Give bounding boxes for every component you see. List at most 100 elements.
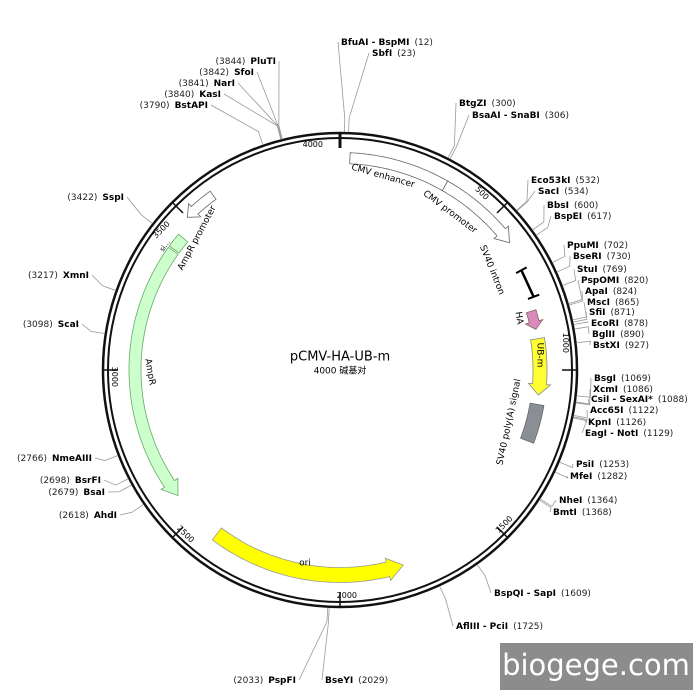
- leader-line: [476, 564, 492, 594]
- feature-shape: [441, 180, 510, 244]
- enzyme-name: SfiI: [589, 308, 606, 318]
- enzyme-position: (1126): [616, 418, 646, 428]
- feature-shape: [186, 190, 217, 218]
- enzyme-position: (534): [564, 187, 588, 197]
- enzyme-name: MscI: [587, 298, 610, 308]
- watermark-box: [500, 643, 693, 690]
- enzyme-label: AflIII - PciI (1725): [456, 622, 543, 632]
- enzyme-position: (12): [414, 38, 432, 48]
- leader-line: [576, 340, 591, 346]
- enzyme-position: (306): [545, 111, 569, 121]
- leader-line: [559, 461, 574, 469]
- enzyme-name: BspEI: [554, 212, 582, 222]
- enzyme-label: XcmI (1086): [593, 385, 653, 395]
- feature-label: HA: [513, 311, 525, 326]
- enzyme-name: BfuAI - BspMI: [341, 38, 409, 48]
- enzyme-label: BglII (890): [592, 330, 644, 340]
- leader-line: [573, 417, 588, 434]
- feature-shape: [524, 309, 544, 330]
- enzyme-label: CsiI - SexAI* (1088): [591, 395, 688, 405]
- enzyme-name: BstAPI: [175, 101, 208, 111]
- enzyme-label: (3840) KasI: [164, 90, 221, 100]
- leader-line: [516, 179, 529, 211]
- enzyme-name: BsgI: [594, 374, 616, 384]
- enzyme-position: (2679): [48, 488, 78, 498]
- leader-line: [552, 244, 566, 263]
- feature-label: SV40 poly(A) signal: [495, 378, 523, 466]
- enzyme-name: CsiI - SexAI*: [591, 395, 653, 405]
- enzyme-position: (1364): [587, 496, 617, 506]
- enzyme-position: (2698): [40, 476, 70, 486]
- enzyme-position: (2029): [358, 676, 388, 686]
- enzyme-label: ApaI (824): [585, 287, 637, 297]
- enzyme-name: PspOMI: [581, 276, 619, 286]
- enzyme-position: (3844): [215, 57, 245, 67]
- tick-mark: [496, 526, 508, 538]
- enzyme-name: ApaI: [585, 287, 608, 297]
- intron-cap: [515, 266, 528, 275]
- plasmid-name: pCMV-HA-UB-m: [290, 350, 390, 365]
- tick-label: 500: [473, 185, 490, 202]
- feature-label: UB-m: [535, 343, 545, 368]
- tick-label: 2500: [175, 524, 196, 545]
- enzyme-position: (1253): [599, 460, 629, 470]
- enzyme-position: (1088): [658, 395, 688, 405]
- leader-line: [572, 301, 587, 321]
- enzyme-name: BstXI: [593, 341, 620, 351]
- enzyme-label: BstXI (927): [593, 341, 649, 351]
- leader-line: [447, 102, 457, 159]
- tick-mark: [172, 202, 184, 214]
- enzyme-position: (23): [397, 49, 415, 59]
- leader-line: [573, 416, 588, 423]
- tick-label: 1500: [494, 514, 515, 535]
- enzyme-label: (2698) BsrFI: [40, 476, 101, 486]
- enzyme-position: (1609): [561, 589, 591, 599]
- enzyme-name: BbsI: [547, 201, 569, 211]
- enzyme-label: KpnI (1126): [588, 418, 646, 428]
- enzyme-name: BsaI: [83, 488, 105, 498]
- enzyme-name: EcoRI: [591, 319, 619, 329]
- tick-mark: [172, 526, 184, 538]
- enzyme-name: ScaI: [58, 320, 79, 330]
- enzyme-label: PsiI (1253): [576, 460, 629, 470]
- enzyme-name: SfoI: [234, 68, 254, 78]
- enzyme-label: BmtI (1368): [553, 508, 612, 518]
- feature-shape: [519, 402, 545, 444]
- leader-line: [576, 377, 592, 398]
- enzyme-label: (3844) PluTI: [215, 57, 276, 67]
- enzyme-name: XmnI: [63, 271, 89, 281]
- enzyme-name: AhdI: [94, 511, 117, 521]
- enzyme-name: SspI: [102, 193, 124, 203]
- enzyme-position: (820): [624, 276, 648, 286]
- intron-cap: [527, 293, 540, 300]
- feature-label: SV40 intron: [477, 244, 506, 297]
- enzyme-label: SfiI (871): [589, 308, 635, 318]
- enzyme-position: (3842): [199, 68, 229, 78]
- leader-line: [539, 498, 557, 507]
- enzyme-position: (3098): [23, 320, 53, 330]
- enzyme-label: (2618) AhdI: [59, 511, 117, 521]
- enzyme-label: (3790) BstAPI: [140, 101, 208, 111]
- feature-label: AmpR: [142, 358, 157, 386]
- leader-line: [562, 268, 577, 286]
- enzyme-position: (1282): [597, 472, 627, 482]
- leader-line: [575, 398, 591, 406]
- enzyme-label: EcoRI (878): [591, 319, 648, 329]
- leader-line: [532, 204, 545, 231]
- intron-bar: [520, 269, 535, 298]
- enzyme-position: (702): [604, 241, 628, 251]
- enzyme-label: BbsI (600): [547, 201, 598, 211]
- leader-line: [278, 60, 283, 140]
- leader-line: [348, 52, 370, 133]
- leader-line: [449, 114, 470, 160]
- leader-line: [337, 41, 346, 133]
- feature-shape: [128, 246, 179, 497]
- leader-line: [554, 471, 569, 479]
- leader-line: [556, 255, 571, 273]
- enzyme-label: (2766) NmeAIII: [17, 454, 92, 464]
- enzyme-label: MfeI (1282): [570, 472, 627, 482]
- enzyme-position: (600): [574, 201, 598, 211]
- enzyme-position: (2033): [233, 676, 263, 686]
- leader-line: [568, 290, 583, 306]
- enzyme-label: SbfI (23): [372, 49, 416, 59]
